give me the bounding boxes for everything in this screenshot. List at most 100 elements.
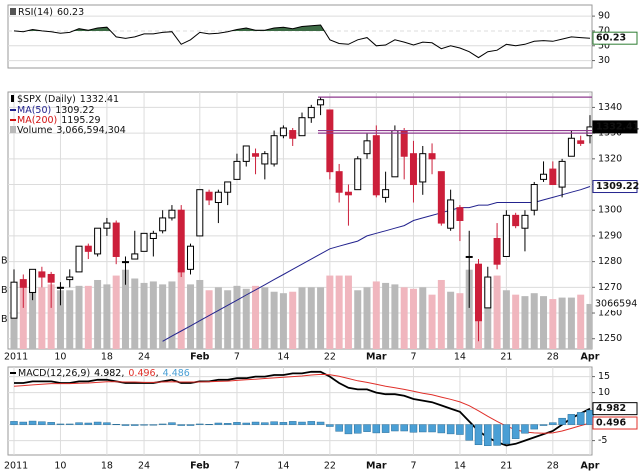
histogram-bar: [47, 422, 55, 425]
histogram-bar: [251, 421, 260, 425]
candle-body: [447, 199, 455, 229]
histogram-bar: [75, 422, 83, 425]
candle-body: [577, 140, 585, 144]
candle-body: [279, 127, 287, 137]
legend-text: 60.23: [57, 7, 84, 18]
histogram-bar: [353, 424, 362, 434]
histogram-bar: [437, 424, 446, 434]
candle-body: [103, 222, 111, 229]
x-tick-label: 14: [277, 461, 289, 472]
histogram-bar: [307, 421, 316, 425]
histogram-bar: [530, 424, 538, 430]
legend-entry: Volume 3,066,594,304: [17, 125, 126, 136]
candle-body: [521, 214, 529, 229]
candle-body: [493, 237, 501, 265]
volume-bar: [419, 287, 427, 349]
x-tick-label: 2011: [4, 352, 28, 363]
x-tick-label: 10: [54, 352, 66, 363]
volume-bar: [38, 287, 46, 349]
legend-text: $SPX (Daily): [17, 94, 76, 105]
x-tick-label: 7: [410, 352, 416, 363]
legend-icon: [10, 8, 16, 15]
histogram-bar: [465, 424, 473, 441]
volume-bar: [233, 285, 241, 349]
histogram-bar: [586, 409, 594, 425]
histogram-bar: [521, 424, 529, 434]
candle-body: [391, 130, 399, 178]
volume-bar: [465, 269, 473, 349]
volume-bar: [512, 294, 520, 349]
histogram-bar: [549, 422, 557, 425]
volume-bar: [252, 285, 260, 349]
histogram-bar: [93, 421, 102, 425]
candle-body: [317, 99, 325, 106]
value-box-label: 1309.22: [596, 181, 639, 192]
volume-bar: [540, 296, 548, 349]
series-line: [13, 24, 591, 59]
candle-body: [187, 245, 195, 270]
volume-bar: [391, 284, 399, 349]
volume-bar: [279, 293, 287, 349]
volume-bar: [149, 281, 157, 349]
candle-body: [168, 209, 176, 219]
volume-bar: [19, 282, 27, 349]
volume-bar: [159, 284, 167, 349]
y-tick-label: 30: [598, 55, 610, 66]
legend-icon: [10, 126, 16, 133]
histogram-bar: [158, 423, 167, 425]
price-plot: [10, 97, 592, 349]
candle-body: [177, 209, 185, 273]
histogram-bar: [409, 424, 418, 433]
legend-text: 1195.29: [61, 115, 100, 126]
volume-bar: [484, 278, 492, 349]
histogram-bar: [270, 421, 278, 425]
value-box: [592, 180, 638, 194]
candle-body: [159, 217, 167, 232]
histogram-bar: [316, 421, 325, 425]
volume-bar: [205, 290, 213, 349]
histogram-bar: [233, 422, 241, 425]
x-tick-label: 21: [500, 352, 512, 363]
histogram-bar: [168, 422, 176, 425]
x-tick-label: 24: [138, 461, 150, 472]
legend-text: Volume: [17, 125, 52, 136]
candle-body: [326, 109, 334, 173]
volume-bar: [502, 290, 510, 349]
candle-body: [75, 245, 83, 273]
volume-bar: [382, 282, 390, 349]
histogram-bar: [131, 424, 139, 426]
histogram-bar: [149, 424, 158, 426]
candle-body: [437, 171, 445, 224]
value-box: [592, 416, 638, 430]
volume-bar: [66, 290, 74, 349]
histogram-bar: [400, 424, 408, 432]
candle-body: [540, 173, 548, 180]
volume-bar: [270, 291, 278, 349]
x-tick-label: Apr: [581, 352, 600, 363]
volume-bar: [372, 281, 380, 349]
candle-body: [344, 191, 352, 196]
candle-body: [409, 153, 417, 186]
volume-bar: [437, 279, 445, 349]
volume-bar: [577, 294, 585, 349]
candle-body: [66, 276, 74, 281]
volume-tick-label: B: [1, 255, 8, 266]
y-tick-label: 1340: [598, 102, 622, 113]
volume-bar: [103, 284, 111, 349]
candle-body: [549, 168, 557, 186]
candle-body: [307, 106, 315, 119]
histogram-bar: [381, 424, 390, 433]
candle-body: [214, 191, 222, 204]
candle-body: [558, 160, 566, 188]
volume-bar: [177, 268, 185, 349]
volume-bar: [363, 287, 371, 349]
volume-bar: [558, 297, 566, 349]
histogram-bar: [567, 414, 576, 425]
legend-entry: MACD(12,26,9) 4.982, 0.496, 4.486: [18, 368, 190, 379]
x-tick-label: 14: [454, 352, 466, 363]
volume-bar: [214, 287, 222, 349]
legend-text: 4.486: [163, 368, 190, 379]
volume-bar: [140, 282, 148, 349]
candle-body: [196, 189, 204, 237]
volume-bar: [326, 275, 334, 349]
